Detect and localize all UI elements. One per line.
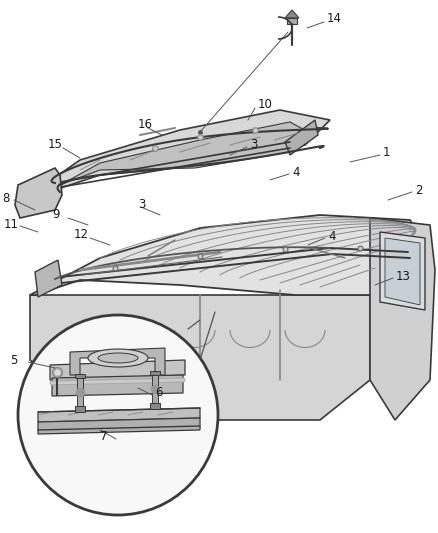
- Polygon shape: [285, 10, 299, 18]
- Polygon shape: [15, 168, 62, 218]
- Polygon shape: [150, 403, 160, 409]
- Text: 2: 2: [415, 183, 423, 197]
- Text: 6: 6: [155, 386, 162, 400]
- Polygon shape: [50, 360, 185, 380]
- Text: 3: 3: [250, 139, 258, 151]
- Text: 4: 4: [292, 166, 300, 179]
- Polygon shape: [30, 215, 420, 295]
- Text: 3: 3: [138, 198, 145, 212]
- Polygon shape: [285, 120, 318, 155]
- Polygon shape: [38, 408, 200, 422]
- Ellipse shape: [98, 353, 138, 363]
- Polygon shape: [370, 218, 435, 420]
- Polygon shape: [77, 378, 83, 406]
- Polygon shape: [150, 371, 160, 375]
- Polygon shape: [55, 122, 310, 188]
- Polygon shape: [380, 232, 425, 310]
- Text: 15: 15: [48, 138, 63, 150]
- Polygon shape: [35, 260, 62, 297]
- Text: 5: 5: [10, 353, 18, 367]
- Polygon shape: [28, 170, 58, 210]
- Polygon shape: [52, 375, 183, 396]
- Text: 1: 1: [383, 147, 391, 159]
- Text: 9: 9: [52, 207, 60, 221]
- Polygon shape: [152, 375, 158, 403]
- Text: 16: 16: [138, 117, 153, 131]
- Text: 14: 14: [327, 12, 342, 25]
- Text: 10: 10: [258, 98, 273, 110]
- Text: 7: 7: [100, 431, 107, 443]
- Polygon shape: [385, 238, 420, 305]
- Polygon shape: [38, 418, 200, 434]
- Ellipse shape: [88, 349, 148, 367]
- Text: 13: 13: [396, 270, 411, 282]
- Polygon shape: [70, 348, 165, 375]
- Polygon shape: [287, 18, 297, 24]
- Text: 8: 8: [2, 191, 9, 205]
- Polygon shape: [30, 110, 330, 195]
- Polygon shape: [75, 406, 85, 412]
- Text: 4: 4: [328, 230, 336, 243]
- Circle shape: [18, 315, 218, 515]
- Polygon shape: [30, 295, 370, 420]
- Text: 11: 11: [4, 217, 19, 230]
- Text: 12: 12: [74, 228, 89, 240]
- Polygon shape: [75, 374, 85, 378]
